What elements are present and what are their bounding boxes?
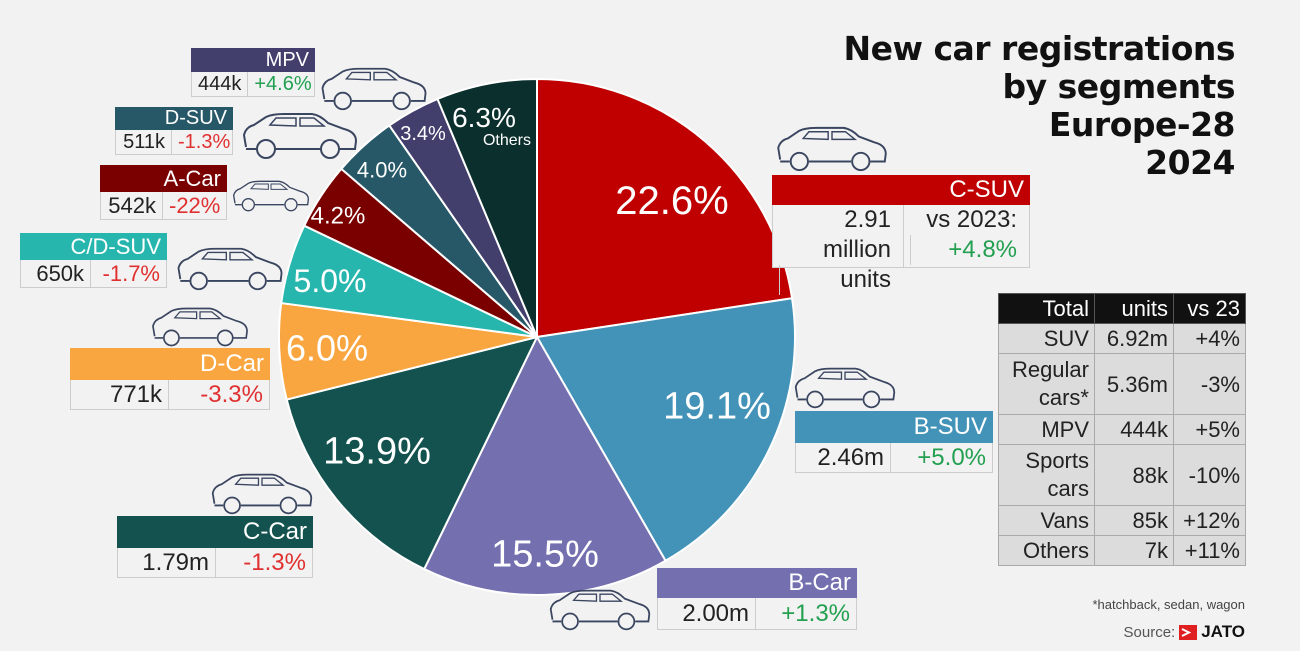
b-suv-car-icon [794, 367, 896, 409]
table-row: Others 7k +11% [998, 535, 1246, 566]
table-cell: +5% [1173, 414, 1246, 445]
table-cell: -10% [1173, 444, 1246, 506]
table-cell: 6.92m [1094, 323, 1174, 354]
table-cell: 7k [1094, 535, 1174, 566]
table-cell: 85k [1094, 505, 1174, 536]
slice-label: 4.0% [357, 158, 407, 183]
table-row: Sports cars 88k -10% [998, 444, 1246, 506]
d-car-icon [151, 307, 249, 347]
table-row: SUV 6.92m +4% [998, 323, 1246, 354]
slice-label: 4.2% [311, 202, 366, 229]
chart-title: New car registrations by segments Europe… [843, 29, 1235, 182]
table-row: Vans 85k +12% [998, 505, 1246, 536]
slice-label: 13.9% [323, 430, 431, 472]
table-row: Regular cars* 5.36m -3% [998, 353, 1246, 415]
d-suv-car-icon [242, 112, 358, 160]
c-car-icon [211, 473, 313, 515]
label-c-suv: C-SUV 2.91 million units vs 2023: +4.8% [772, 175, 1030, 295]
slice-label: 5.0% [294, 263, 367, 299]
pie-slice-b-suv [535, 297, 796, 563]
slice-label: 22.6% [615, 179, 728, 223]
table-cell: MPV [998, 414, 1095, 445]
jato-logo-icon [1179, 624, 1198, 640]
label-c-car: C-Car 1.79m -1.3% [117, 516, 313, 578]
table-cell: 88k [1094, 444, 1174, 506]
b-car-icon [549, 589, 651, 631]
label-d-suv: D-SUV 511k -1.3% [115, 107, 233, 155]
table-cell: -3% [1173, 353, 1246, 415]
label-c-d-suv: C/D-SUV 650k -1.7% [20, 233, 167, 288]
table-cell: Sports cars [998, 444, 1095, 506]
pie-slice-others [436, 77, 538, 338]
source: Source: JATO [1123, 622, 1245, 641]
label-b-suv: B-SUV 2.46m +5.0% [795, 411, 993, 473]
label-a-car: A-Car 542k -22% [100, 165, 227, 220]
totals-header: Total units vs 23 [998, 293, 1246, 324]
label-d-car: D-Car 771k -3.3% [70, 348, 270, 410]
label-mpv: MPV 444k +4.6% [191, 48, 315, 97]
table-cell: SUV [998, 323, 1095, 354]
others-slice-name: Others [483, 132, 531, 149]
slice-label: 19.1% [663, 385, 771, 427]
table-cell: Regular cars* [998, 353, 1095, 415]
pie-slice-c-car [285, 335, 539, 571]
pie-slice-b-car [422, 334, 667, 596]
slice-label: 15.5% [491, 533, 599, 575]
mpv-car-icon [321, 67, 427, 111]
c-d-suv-car-icon [177, 247, 283, 291]
table-row: MPV 444k +5% [998, 414, 1246, 445]
table-cell: Others [998, 535, 1095, 566]
table-cell: 444k [1094, 414, 1174, 445]
label-b-car: B-Car 2.00m +1.3% [657, 568, 857, 630]
table-cell: Vans [998, 505, 1095, 536]
table-cell: +12% [1173, 505, 1246, 536]
table-cell: +4% [1173, 323, 1246, 354]
table-cell: 5.36m [1094, 353, 1174, 415]
slice-label: 3.4% [400, 123, 446, 145]
a-car-icon [232, 180, 310, 212]
table-cell: +11% [1173, 535, 1246, 566]
footnote: *hatchback, sedan, wagon [1092, 597, 1246, 612]
slice-label: 6.0% [286, 328, 368, 369]
slice-label: 6.3% [452, 102, 516, 133]
totals-table: Total units vs 23 SUV 6.92m +4% Regular car… [998, 293, 1246, 566]
